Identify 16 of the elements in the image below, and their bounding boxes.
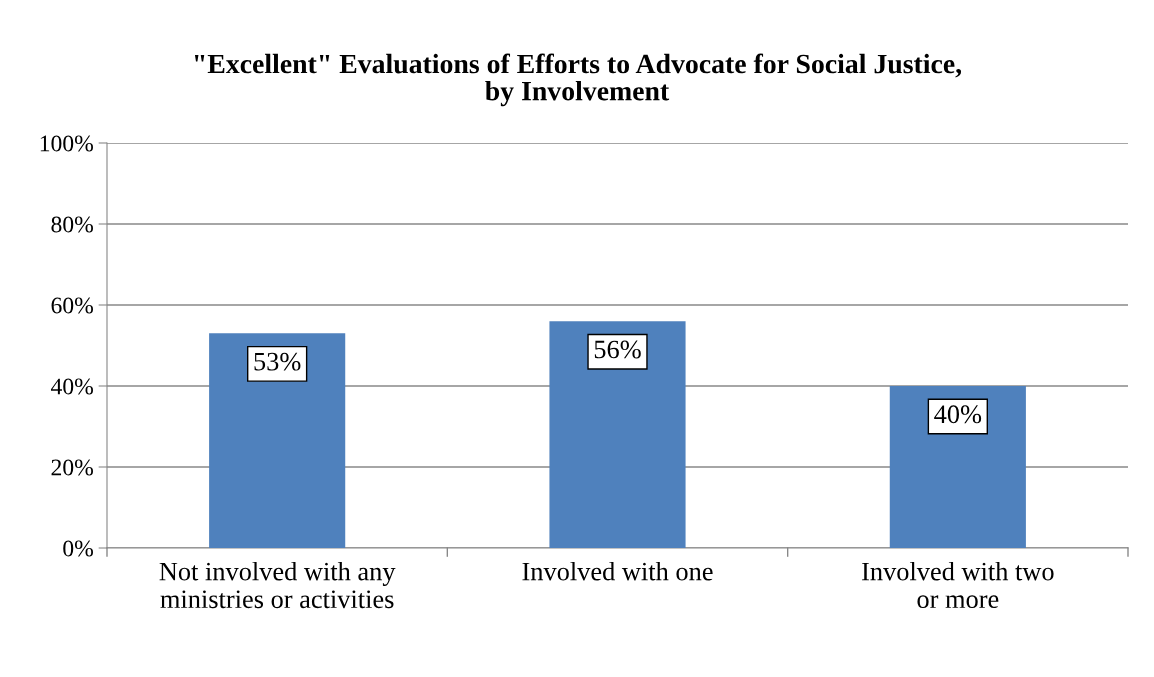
data-label: 53% <box>254 352 301 371</box>
x-tick-label: Involved with one <box>522 561 713 581</box>
bar <box>209 333 346 548</box>
y-tick-label: 80% <box>51 216 93 233</box>
data-label: 56% <box>594 340 641 359</box>
bar <box>549 321 686 548</box>
y-tick-label: 100% <box>40 135 93 152</box>
bar <box>889 386 1026 548</box>
chart-title: "Excellent" Evaluations of Efforts to Advocate for Social Justice, by Involvement <box>194 53 962 107</box>
x-tick-label: Involved with two or more <box>862 561 1054 609</box>
y-tick-label: 60% <box>51 297 93 314</box>
y-tick-label: 0% <box>63 540 93 557</box>
x-tick-label: Not involved with any ministries or activities <box>159 561 396 609</box>
y-tick-label: 20% <box>51 459 93 476</box>
data-label: 40% <box>934 405 982 424</box>
y-tick-label: 40% <box>50 378 93 395</box>
